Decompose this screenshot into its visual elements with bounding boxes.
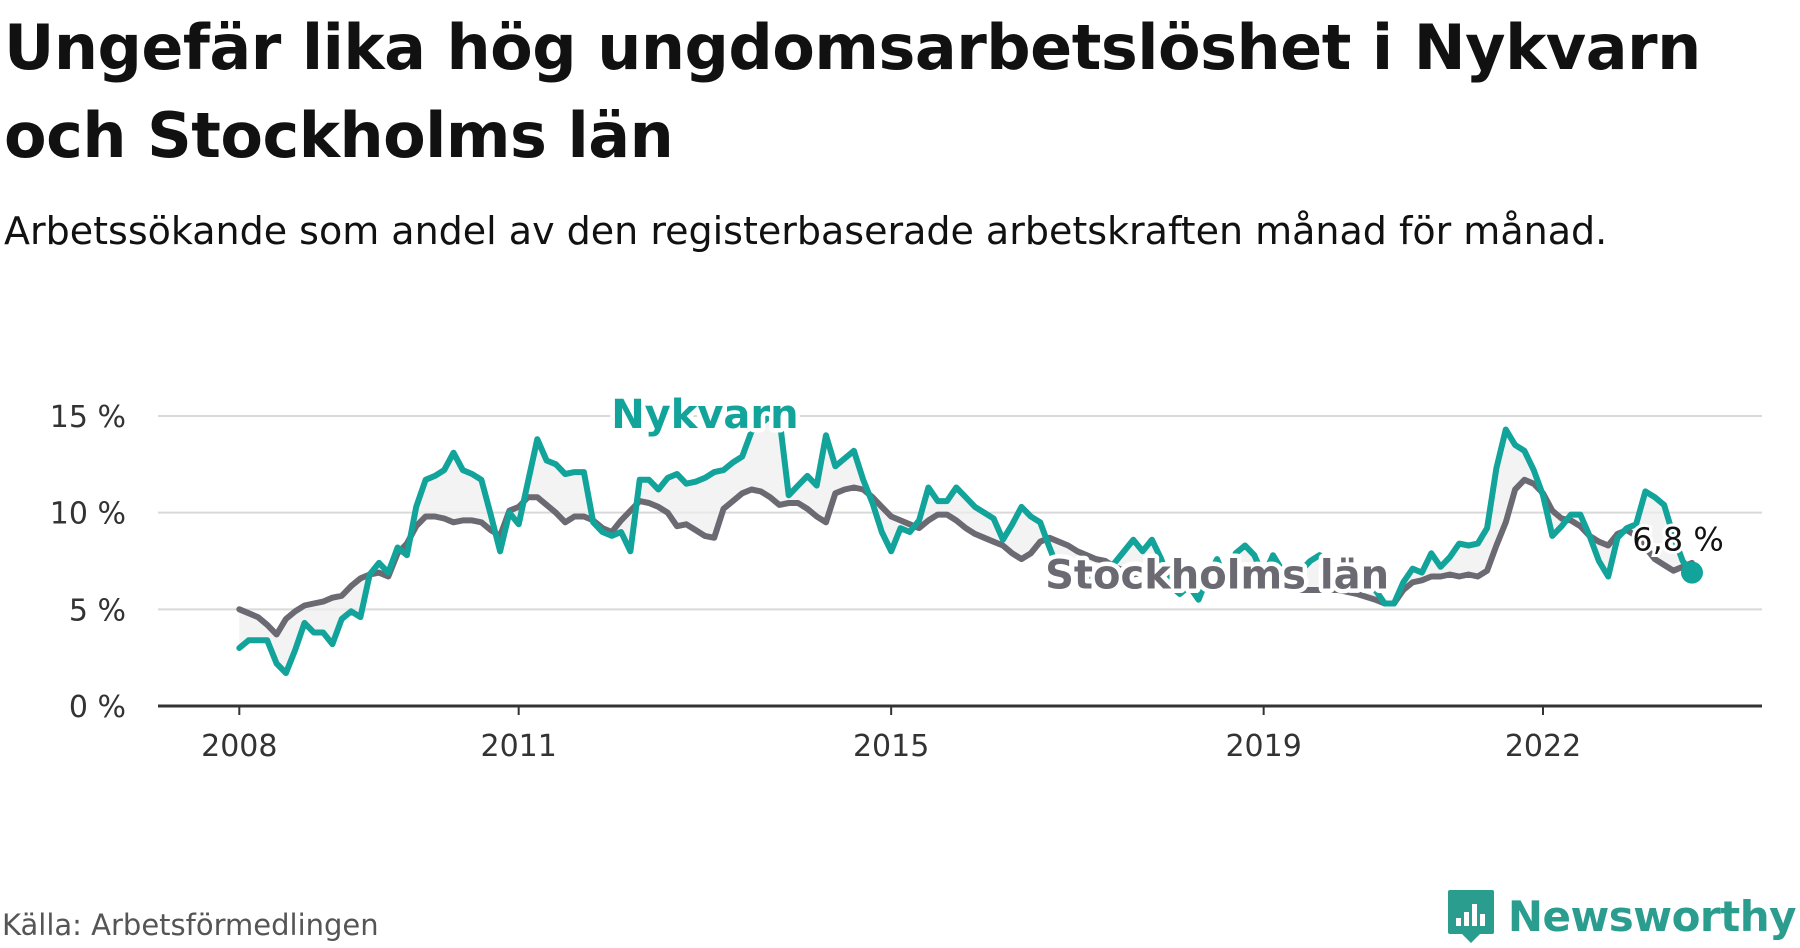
newsworthy-brand[interactable]: Newsworthy <box>1446 888 1797 944</box>
x-tick-label: 2008 <box>201 729 277 764</box>
chart-subtitle: Arbetssökande som andel av den registerb… <box>4 209 1608 253</box>
last-value-marker <box>1681 561 1703 584</box>
x-tick-label: 2011 <box>480 729 556 764</box>
newsworthy-logo-icon <box>1447 890 1494 943</box>
last-value-label: 6,8 % <box>1632 521 1723 559</box>
x-tick-label: 2022 <box>1505 729 1581 764</box>
x-tick-label: 2015 <box>853 729 929 764</box>
y-tick-label: 0 % <box>69 690 126 725</box>
chart-title: Ungefär lika hög ungdomsarbetslöshet i N… <box>4 11 1701 172</box>
series-label-stockholms-lan: Stockholms län <box>1045 552 1389 598</box>
series-label-nykvarn: Nykvarn <box>611 392 798 438</box>
y-tick-label: 5 % <box>69 593 126 628</box>
y-tick-label: 15 % <box>50 400 126 435</box>
series-line-nykvarn <box>236 413 1695 677</box>
x-tick-label: 2019 <box>1225 729 1301 764</box>
source-note: Källa: Arbetsförmedlingen <box>2 908 379 942</box>
brand-name: Newsworthy <box>1507 891 1797 941</box>
y-tick-label: 10 % <box>50 497 126 532</box>
